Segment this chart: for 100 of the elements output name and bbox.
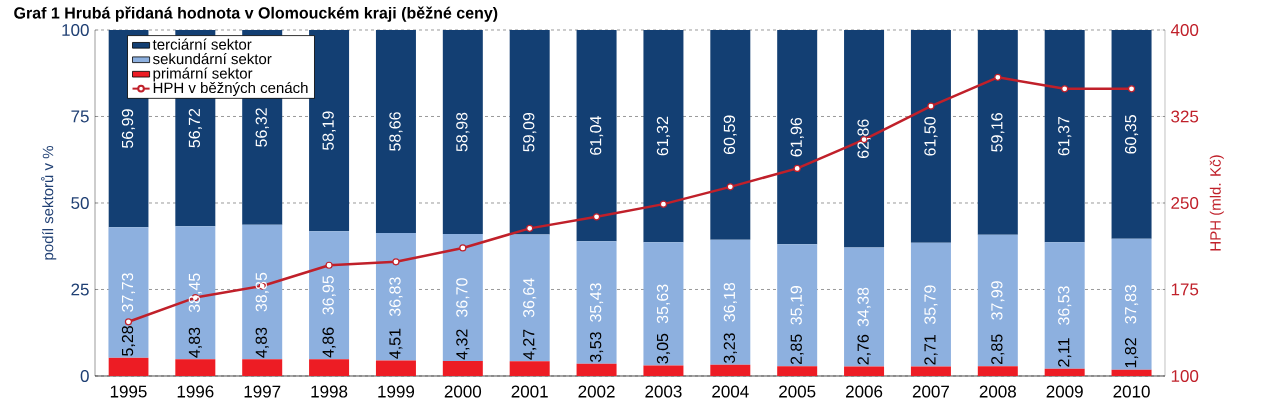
data-label: 34,38 <box>857 287 871 327</box>
data-label: 4,32 <box>456 329 470 360</box>
data-label: 5,28 <box>121 326 136 356</box>
y2-tick-label: 325 <box>1171 110 1199 123</box>
y-tick-label: 100 <box>62 23 89 37</box>
data-label: 38,85 <box>255 272 269 312</box>
data-label: 4,51 <box>389 328 403 359</box>
data-label: 60,59 <box>723 115 737 155</box>
bar <box>643 365 684 376</box>
bar <box>375 232 416 361</box>
bar <box>910 29 951 243</box>
data-label: 2,11 <box>1058 338 1072 367</box>
data-label: 59,09 <box>523 112 537 152</box>
data-label: 61,04 <box>589 116 604 155</box>
x-tick-label: 2007 <box>912 385 949 398</box>
bar <box>375 360 416 376</box>
bar <box>442 29 483 235</box>
data-label: 58,66 <box>389 112 403 151</box>
legend-label: HPH v běžných cenách <box>153 81 308 97</box>
bar <box>108 357 149 376</box>
point <box>793 164 801 172</box>
data-label: 35,79 <box>924 285 938 325</box>
bar <box>576 241 617 364</box>
data-label: 4,86 <box>322 327 336 358</box>
bar <box>1111 29 1152 239</box>
data-label: 61,96 <box>790 117 804 157</box>
point <box>927 102 935 110</box>
data-label: 36,95 <box>322 275 336 315</box>
x-tick-label: 1999 <box>378 385 415 398</box>
bar <box>777 244 818 367</box>
x-tick-label: 2008 <box>979 385 1016 398</box>
bar <box>643 242 684 366</box>
data-label: 61,37 <box>1058 116 1072 156</box>
point <box>124 318 133 326</box>
data-label: 3,05 <box>656 333 671 364</box>
data-label: 56,72 <box>188 108 202 148</box>
bar <box>844 366 885 376</box>
bar <box>844 247 885 367</box>
point <box>994 73 1002 81</box>
data-label: 2,85 <box>991 334 1005 365</box>
data-label: 2,71 <box>924 335 938 365</box>
bar <box>509 361 550 376</box>
y-tick-label: 25 <box>71 283 89 296</box>
y2-tick-label: 400 <box>1170 23 1199 37</box>
y2-tick-label: 100 <box>1171 369 1199 383</box>
bar <box>643 29 684 243</box>
data-label: 38,45 <box>188 273 202 313</box>
data-label: 37,73 <box>121 273 136 312</box>
bar <box>108 227 149 358</box>
bar <box>375 29 416 233</box>
x-tick-label: 2005 <box>779 385 816 398</box>
bar <box>175 226 216 360</box>
y-axis-title: podíl sektorů v % <box>41 146 57 260</box>
bar <box>977 29 1018 235</box>
y2-tick-label: 175 <box>1171 283 1199 296</box>
x-tick-label: 2003 <box>645 385 682 398</box>
bar <box>977 366 1018 376</box>
bar <box>710 239 751 365</box>
data-label: 37,99 <box>991 281 1005 320</box>
x-tick-label: 1998 <box>311 385 348 398</box>
y-tick-label: 75 <box>71 110 89 123</box>
x-tick-label: 1995 <box>110 385 147 398</box>
data-label: 60,35 <box>1124 115 1139 154</box>
data-label: 4,83 <box>188 327 202 358</box>
legend-label: terciární sektor <box>152 38 252 50</box>
x-tick-label: 2009 <box>1046 385 1083 398</box>
data-label: 61,32 <box>656 116 671 156</box>
data-label: 35,43 <box>589 283 604 322</box>
data-label: 56,32 <box>255 108 269 147</box>
bar <box>844 29 885 248</box>
point <box>726 183 734 191</box>
bar <box>509 29 550 235</box>
data-label: 35,19 <box>790 285 804 325</box>
y-tick-label: 0 <box>80 369 89 383</box>
point <box>1061 85 1069 93</box>
data-label: 59,16 <box>991 113 1005 152</box>
bar <box>509 234 550 362</box>
data-label: 3,23 <box>723 333 737 363</box>
x-tick-label: 1996 <box>177 385 214 398</box>
x-tick-label: 2010 <box>1113 385 1150 398</box>
data-label: 3,53 <box>589 332 604 362</box>
data-label: 36,53 <box>1058 286 1072 325</box>
point <box>325 261 333 269</box>
data-label: 37,83 <box>1124 284 1139 324</box>
legend-label: sekundární sektor <box>153 53 272 65</box>
data-label: 62,86 <box>857 119 871 158</box>
bar <box>910 366 951 376</box>
y2-axis-title: HPH (mld. Kč) <box>1209 155 1224 251</box>
data-label: 36,83 <box>389 277 403 317</box>
data-label: 36,64 <box>523 278 537 318</box>
point <box>659 200 668 208</box>
data-label: 4,27 <box>523 329 537 360</box>
legend-label: primární sektor <box>153 67 253 82</box>
bar <box>576 29 617 242</box>
data-label: 4,83 <box>255 327 269 358</box>
bar <box>777 29 818 245</box>
x-tick-label: 2004 <box>712 385 749 398</box>
y-tick-label: 50 <box>71 196 89 210</box>
y2-tick-label: 250 <box>1171 196 1199 210</box>
point <box>592 213 601 221</box>
